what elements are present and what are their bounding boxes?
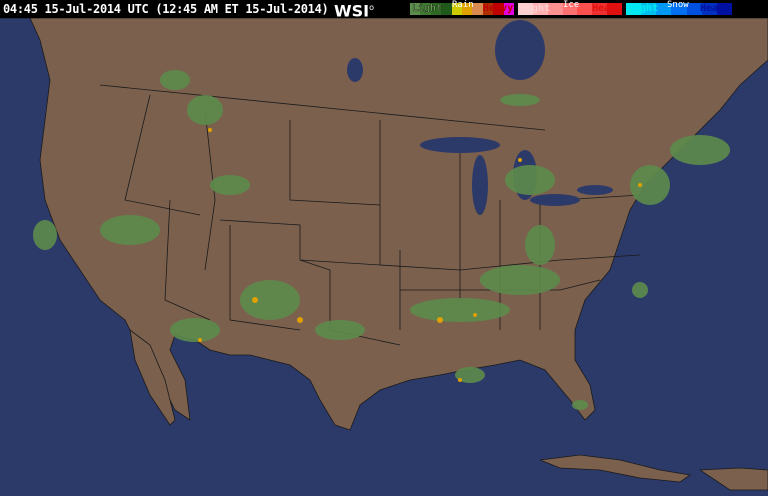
heavy-echoes bbox=[198, 128, 642, 382]
legend-snow bbox=[626, 3, 732, 15]
snow-heavy-label: Heavy bbox=[700, 3, 731, 14]
rain-heavy-label: Heavy bbox=[483, 3, 514, 14]
ice-light-label: Light bbox=[520, 3, 551, 14]
header-bar: 04:45 15-Jul-2014 UTC (12:45 AM ET 15-Ju… bbox=[0, 0, 768, 21]
rain-light-label: Light bbox=[412, 3, 443, 14]
state-borders bbox=[99, 84, 641, 346]
ice-label: Ice bbox=[563, 0, 580, 10]
radar-echoes bbox=[33, 70, 730, 410]
rain-label: Rain bbox=[452, 0, 474, 10]
wsi-logo: WSIo bbox=[334, 1, 375, 21]
snow-label: Snow bbox=[667, 0, 689, 10]
timestamp: 04:45 15-Jul-2014 UTC (12:45 AM ET 15-Ju… bbox=[3, 2, 329, 16]
ice-heavy-label: Heavy bbox=[592, 3, 623, 14]
snow-light-label: Light bbox=[628, 3, 659, 14]
legend-ice bbox=[518, 3, 623, 15]
legend-rain bbox=[410, 3, 515, 15]
